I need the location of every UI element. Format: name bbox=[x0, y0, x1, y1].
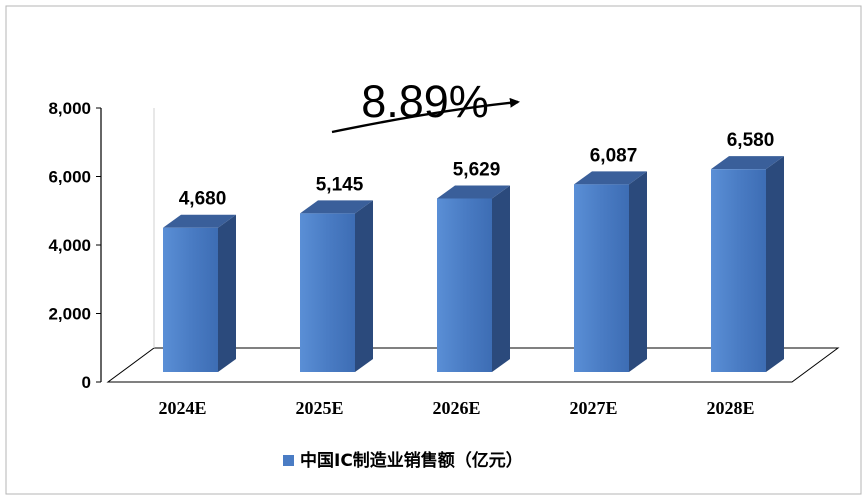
y-tick-label: 0 bbox=[82, 373, 91, 392]
bar-top bbox=[163, 214, 236, 228]
legend-label: 中国IC制造业销售额（亿元） bbox=[300, 450, 523, 471]
y-axis-ticks: 0 2,000 4,000 6,000 8,000 bbox=[48, 99, 101, 392]
bar-top bbox=[437, 185, 510, 199]
x-tick-label: 2024E bbox=[158, 398, 206, 418]
bar-value-label: 5,629 bbox=[453, 159, 501, 180]
bar-value-label: 4,680 bbox=[179, 189, 227, 210]
y-tick-label: 4,000 bbox=[48, 236, 91, 255]
bar-side bbox=[629, 171, 647, 372]
bar-side bbox=[492, 185, 510, 372]
x-axis-labels: 2024E 2025E 2026E 2027E 2028E bbox=[158, 398, 754, 418]
growth-annotation: 8.89% bbox=[361, 76, 489, 127]
bar bbox=[437, 198, 492, 372]
legend-swatch bbox=[283, 455, 294, 466]
x-tick-label: 2028E bbox=[706, 398, 754, 418]
growth-arrow bbox=[331, 97, 520, 134]
bar bbox=[300, 213, 355, 372]
value-labels-group: 4,680 5,145 5,629 6,087 6,580 bbox=[179, 130, 775, 210]
bar-value-label: 5,145 bbox=[316, 174, 364, 195]
y-tick-label: 2,000 bbox=[48, 305, 91, 324]
bar-top bbox=[574, 171, 647, 185]
bars-group bbox=[163, 156, 784, 372]
bar bbox=[711, 169, 766, 372]
bar-side bbox=[218, 214, 236, 372]
x-tick-label: 2025E bbox=[295, 398, 343, 418]
bar bbox=[574, 184, 629, 372]
bar-top bbox=[300, 200, 373, 214]
bar-side bbox=[355, 200, 373, 372]
bar bbox=[163, 227, 218, 372]
x-tick-label: 2027E bbox=[569, 398, 617, 418]
x-tick-label: 2026E bbox=[432, 398, 480, 418]
bar-value-label: 6,580 bbox=[727, 130, 775, 151]
y-tick-label: 6,000 bbox=[48, 168, 91, 187]
bar-side bbox=[766, 156, 784, 372]
bar-value-label: 6,087 bbox=[590, 145, 638, 166]
bar-top bbox=[711, 156, 784, 170]
y-tick-label: 8,000 bbox=[48, 99, 91, 118]
